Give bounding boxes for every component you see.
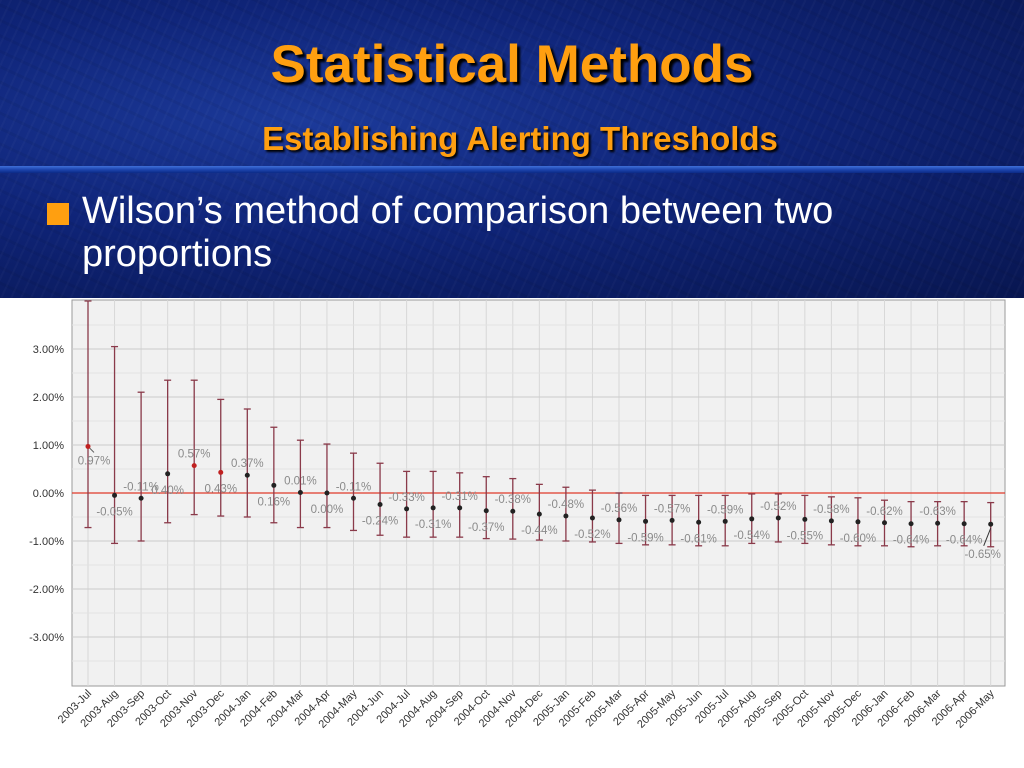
data-label: -0.55% (787, 530, 823, 542)
data-point (722, 518, 728, 524)
data-label: -0.05% (96, 506, 132, 518)
data-point (536, 511, 542, 517)
data-label: -0.38% (495, 494, 531, 506)
data-point (457, 505, 463, 511)
data-point (855, 519, 861, 525)
data-label: 0.37% (231, 458, 264, 470)
data-label: 0.97% (78, 455, 111, 467)
data-point (961, 521, 967, 527)
data-point (351, 495, 356, 501)
slide-title: Statistical Methods (270, 35, 754, 94)
data-label: -0.59% (707, 504, 743, 516)
data-point (404, 506, 410, 512)
y-tick-label: 0.00% (33, 488, 64, 500)
y-tick-label: -1.00% (29, 536, 64, 548)
data-point (802, 516, 808, 522)
data-label: -0.52% (574, 529, 610, 541)
data-label: -0.59% (627, 532, 663, 544)
data-label-leader (983, 528, 992, 546)
data-point (749, 516, 755, 522)
data-point (377, 502, 383, 508)
data-point (882, 520, 887, 526)
data-point (828, 518, 834, 524)
data-point (297, 490, 303, 496)
data-point (324, 490, 330, 496)
data-label: 0.43% (204, 483, 237, 495)
data-point (430, 505, 436, 511)
data-point (669, 517, 675, 523)
data-point (244, 472, 250, 478)
data-label: 0.00% (311, 504, 344, 516)
data-point (935, 520, 941, 526)
y-tick-label: -3.00% (29, 632, 64, 644)
data-label: -0.11% (336, 481, 372, 493)
data-point (775, 515, 781, 521)
data-label: -0.33% (388, 492, 424, 504)
data-point (589, 515, 595, 521)
data-label: -0.52% (760, 501, 796, 513)
wilson-comparison-chart: 3.00% 2.00% 1.00% 0.00% -1.00% -2.00% -3.00% 0.… (0, 298, 1024, 768)
data-label: -0.54% (734, 530, 770, 542)
data-label: -0.31% (415, 519, 451, 531)
data-label: -0.31% (441, 491, 477, 503)
data-label: -0.64% (946, 535, 982, 547)
data-label: -0.63% (919, 506, 955, 518)
data-label: -0.48% (548, 499, 584, 511)
y-tick-label: 1.00% (33, 440, 64, 452)
data-point (616, 517, 622, 523)
bullet-text: Wilson’s method of comparison between tw… (82, 190, 834, 275)
data-point (85, 443, 91, 449)
slide-background (0, 0, 1024, 300)
y-tick-label: -2.00% (29, 584, 64, 596)
data-label: -0.65% (964, 549, 1000, 561)
data-label: 0.57% (178, 449, 211, 461)
data-point (483, 508, 489, 514)
data-label: -0.11% (123, 481, 159, 493)
data-label: -0.37% (468, 522, 504, 534)
data-point (112, 492, 118, 498)
data-point (563, 513, 569, 519)
data-point (165, 471, 171, 477)
data-point (510, 508, 516, 514)
chart-area: 3.00% 2.00% 1.00% 0.00% -1.00% -2.00% -3.00% 0.… (0, 298, 1024, 768)
data-label: -0.64% (893, 535, 929, 547)
data-label: -0.58% (813, 504, 849, 516)
data-point (908, 521, 914, 527)
data-label: -0.24% (362, 516, 398, 528)
data-label: -0.56% (601, 503, 637, 515)
slide-subtitle: Establishing Alerting Thresholds (262, 120, 778, 157)
data-label: 0.16% (258, 496, 291, 508)
data-label: -0.57% (654, 503, 690, 515)
data-point (271, 482, 277, 488)
data-point (643, 518, 649, 524)
title-divider (0, 166, 1024, 173)
y-tick-label: 3.00% (33, 344, 64, 356)
y-tick-label: 2.00% (33, 392, 64, 404)
bullet-square-icon (47, 203, 69, 225)
data-point (218, 469, 224, 475)
data-label: 0.40% (151, 485, 184, 497)
data-label: -0.60% (840, 533, 876, 545)
data-point (191, 463, 197, 469)
data-point (696, 519, 702, 525)
data-label: 0.01% (284, 476, 317, 488)
data-label: -0.61% (680, 533, 716, 545)
data-point (138, 495, 144, 501)
data-point (988, 521, 994, 527)
data-label: -0.62% (866, 506, 902, 518)
data-label: -0.44% (521, 525, 557, 537)
